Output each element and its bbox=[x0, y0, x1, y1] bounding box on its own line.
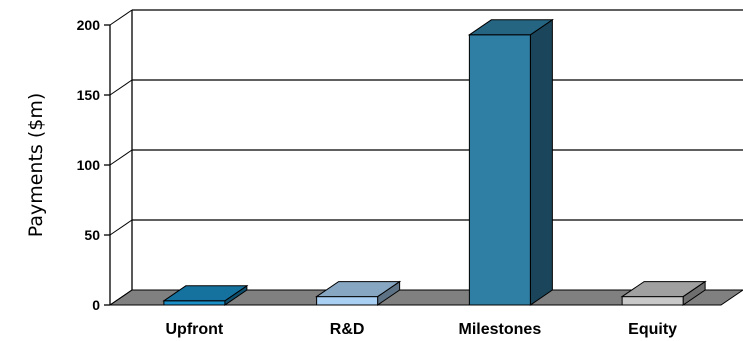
y-tick-label: 50 bbox=[84, 227, 100, 243]
bar-series bbox=[162, 18, 707, 306]
bar-equity bbox=[620, 280, 707, 306]
y-tick-label: 100 bbox=[77, 157, 101, 173]
y-axis-title: Payments ($m) bbox=[25, 93, 47, 238]
x-category-label: Equity bbox=[628, 321, 677, 338]
bar-top bbox=[315, 281, 402, 298]
value-axis: 0 50 100 150 200 bbox=[77, 9, 133, 313]
bar-top bbox=[467, 19, 554, 36]
bar-r-d bbox=[315, 280, 402, 306]
y-tick-label: 0 bbox=[92, 297, 100, 313]
x-category-label: Milestones bbox=[459, 321, 542, 338]
y-tick-label: 200 bbox=[77, 17, 101, 33]
bar-top bbox=[620, 281, 707, 298]
category-labels: Upfront R&D Milestones Equity bbox=[165, 321, 677, 338]
tick-diagonal bbox=[109, 219, 133, 236]
x-category-label: Upfront bbox=[165, 321, 223, 338]
bar-upfront bbox=[162, 284, 249, 306]
y-tick-label: 150 bbox=[77, 87, 101, 103]
bar-front bbox=[163, 300, 226, 306]
tick-diagonal bbox=[109, 79, 133, 96]
tick-diagonal bbox=[109, 149, 133, 166]
bar-top bbox=[162, 285, 249, 302]
bar-side bbox=[529, 18, 553, 306]
tick-diagonal bbox=[109, 289, 133, 306]
x-category-label: R&D bbox=[330, 321, 365, 338]
gridlines bbox=[131, 9, 743, 290]
bar-front bbox=[468, 34, 531, 306]
tick-diagonal bbox=[109, 9, 133, 26]
bar-front bbox=[621, 296, 684, 306]
bar-milestones bbox=[467, 18, 554, 306]
bar-front bbox=[316, 296, 379, 306]
